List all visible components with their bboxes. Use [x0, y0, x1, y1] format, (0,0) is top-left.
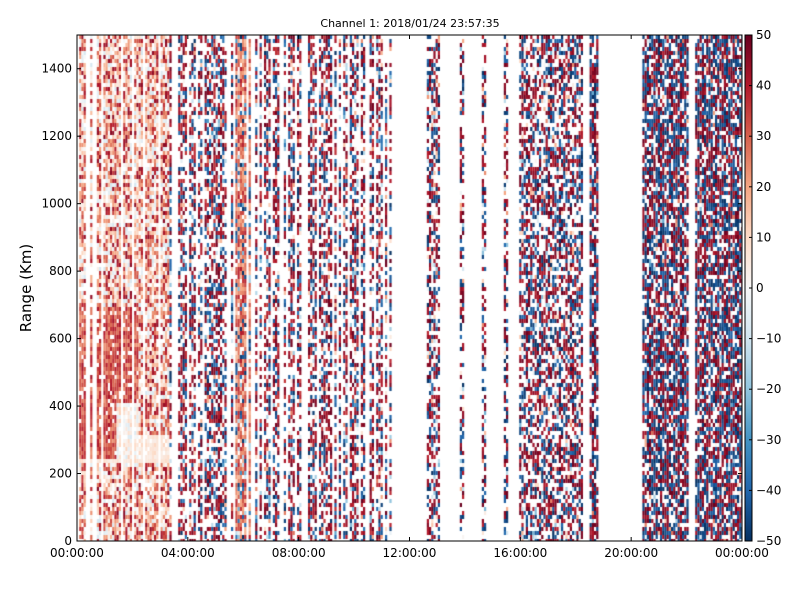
chart-title: Channel 1: 2018/01/24 23:57:35: [320, 17, 499, 30]
colorbar: 50 40 30 20 10 0 −10 −20 −30 −40 −50: [744, 28, 781, 548]
y-axis-label: Range (Km): [17, 244, 35, 332]
y-tick-label: 600: [49, 332, 72, 346]
y-tick-label: 1000: [41, 197, 72, 211]
x-tick-label: 08:00:00: [272, 546, 326, 560]
colorbar-tick-label: 30: [756, 129, 771, 143]
x-tick-label: 20:00:00: [604, 546, 658, 560]
x-tick-label: 04:00:00: [161, 546, 215, 560]
colorbar-tick-label: 20: [756, 180, 771, 194]
colorbar-tick-label: −50: [756, 534, 781, 548]
y-tick-label: 0: [64, 534, 72, 548]
y-tick-label: 200: [49, 467, 72, 481]
heatmap-image: [77, 35, 742, 541]
y-tick-label: 800: [49, 264, 72, 278]
y-tick-label: 1200: [41, 129, 72, 143]
x-tick-label: 00:00:00: [715, 546, 769, 560]
y-tick-label: 1400: [41, 62, 72, 76]
colorbar-tick-label: −20: [756, 382, 781, 396]
x-tick-label: 16:00:00: [493, 546, 547, 560]
axes: 00:00:00 04:00:00 08:00:00 12:00:00 16:00:00…: [41, 34, 769, 560]
colorbar-tick-label: 10: [756, 230, 771, 244]
colorbar-tick-label: 50: [756, 28, 771, 42]
colorbar-tick-label: −10: [756, 332, 781, 346]
plot-area: [77, 35, 742, 541]
colorbar-tick-label: −40: [756, 483, 781, 497]
colorbar-tick-label: 40: [756, 79, 771, 93]
colorbar-tick-label: 0: [756, 281, 764, 295]
colorbar-tick-label: −30: [756, 433, 781, 447]
x-tick-label: 00:00:00: [50, 546, 104, 560]
x-tick-label: 12:00:00: [383, 546, 437, 560]
y-tick-label: 400: [49, 399, 72, 413]
